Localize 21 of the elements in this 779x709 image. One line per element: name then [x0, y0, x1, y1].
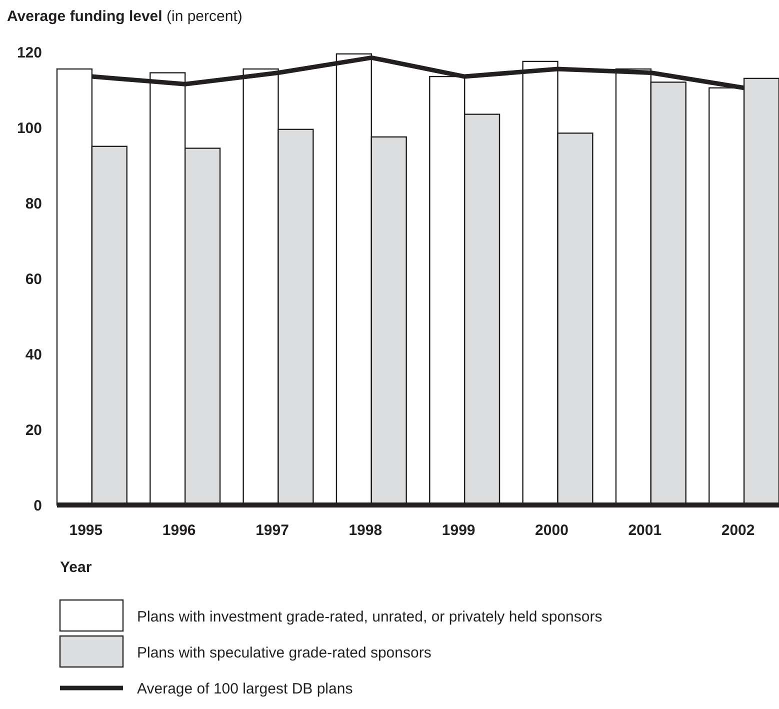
x-tick-label: 1995	[69, 522, 103, 539]
x-tick-label: 2002	[721, 522, 755, 539]
y-tick-label: 40	[25, 346, 42, 364]
y-tick-label: 100	[16, 120, 42, 137]
y-tick-label: 60	[25, 270, 42, 288]
legend-label: Plans with speculative grade-rated sponsors	[137, 644, 432, 662]
x-tick-label: 1996	[162, 522, 196, 539]
y-tick-label: 20	[25, 422, 42, 439]
legend-label: Plans with investment grade-rated, unrated, or privately held sponsors	[137, 608, 602, 626]
y-tick-label: 0	[34, 497, 42, 514]
y-tick-label: 80	[25, 195, 42, 212]
chart-title: Average funding level	[7, 8, 162, 25]
y-tick-label: 120	[16, 44, 42, 62]
x-tick-label: 2000	[535, 522, 568, 539]
x-tick-label: 1997	[256, 522, 289, 539]
x-tick-label: 1999	[442, 522, 476, 539]
x-tick-label: 1998	[348, 522, 382, 539]
legend-label: Average of 100 largest DB plans	[137, 680, 353, 698]
x-axis-title: Year	[60, 559, 92, 576]
chart-subtitle: (in percent)	[162, 8, 242, 25]
x-tick-label: 2001	[628, 522, 662, 539]
